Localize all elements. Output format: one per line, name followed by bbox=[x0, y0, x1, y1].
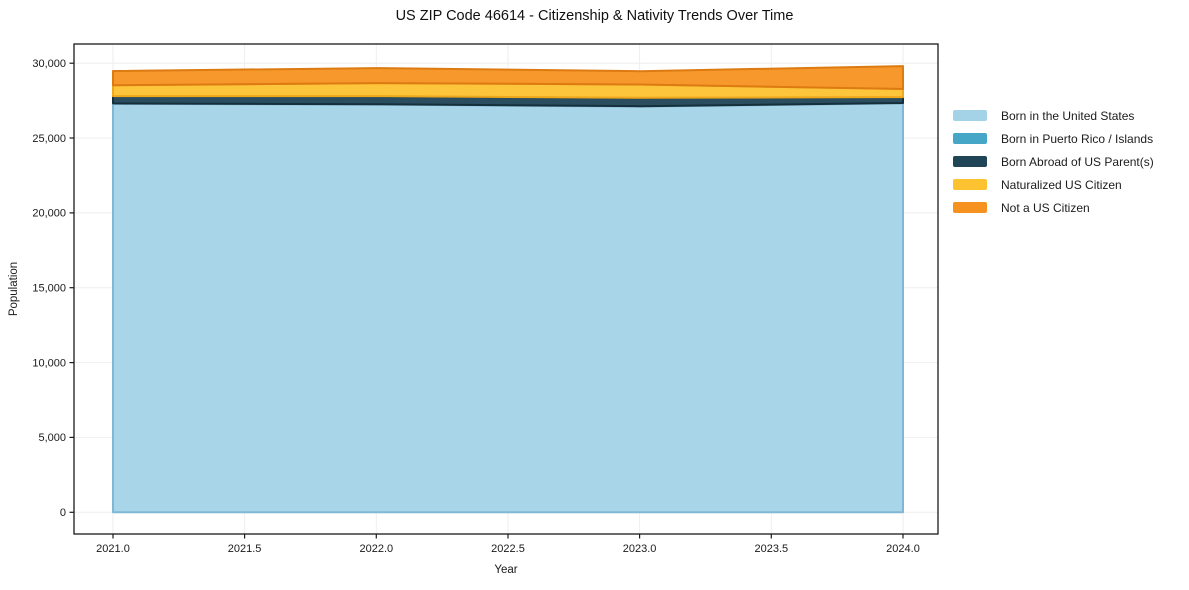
legend-swatch bbox=[953, 202, 987, 213]
legend-label: Naturalized US Citizen bbox=[1001, 177, 1122, 192]
x-tick-label: 2021.0 bbox=[96, 543, 130, 555]
x-tick-label: 2024.0 bbox=[886, 543, 920, 555]
y-tick-label: 20,000 bbox=[32, 208, 66, 220]
x-tick-label: 2023.5 bbox=[754, 543, 788, 555]
y-tick-label: 30,000 bbox=[32, 58, 66, 70]
plot-border bbox=[73, 43, 939, 535]
chart-title: US ZIP Code 46614 - Citizenship & Nativi… bbox=[395, 8, 794, 24]
legend-swatch bbox=[953, 133, 987, 144]
y-tick-label: 0 bbox=[60, 507, 66, 519]
legend-item: Born in the United States bbox=[953, 104, 1154, 127]
legend-swatch bbox=[953, 179, 987, 190]
legend-item: Born in Puerto Rico / Islands bbox=[953, 127, 1154, 150]
legend: Born in the United States Born in Puerto … bbox=[953, 104, 1154, 219]
y-axis-label: Population bbox=[8, 261, 20, 317]
legend-item: Born Abroad of US Parent(s) bbox=[953, 150, 1154, 173]
x-tick-label: 2022.0 bbox=[359, 543, 393, 555]
x-tick-label: 2023.0 bbox=[623, 543, 657, 555]
y-tick-label: 15,000 bbox=[32, 283, 66, 295]
y-tick-label: 10,000 bbox=[32, 357, 66, 369]
legend-label: Not a US Citizen bbox=[1001, 200, 1090, 215]
y-tick-label: 25,000 bbox=[32, 133, 66, 145]
y-tick-label: 5,000 bbox=[38, 432, 66, 444]
legend-label: Born in the United States bbox=[1001, 108, 1135, 123]
area-series bbox=[112, 65, 904, 90]
legend-label: Born in Puerto Rico / Islands bbox=[1001, 131, 1154, 146]
area-series bbox=[112, 102, 904, 514]
x-tick-label: 2022.5 bbox=[491, 543, 525, 555]
legend-swatch bbox=[953, 156, 987, 167]
x-tick-label: 2021.5 bbox=[228, 543, 262, 555]
legend-item: Naturalized US Citizen bbox=[953, 173, 1154, 196]
x-axis-label: Year bbox=[494, 564, 518, 576]
legend-item: Not a US Citizen bbox=[953, 196, 1154, 219]
legend-swatch bbox=[953, 110, 987, 121]
legend-label: Born Abroad of US Parent(s) bbox=[1001, 154, 1154, 169]
